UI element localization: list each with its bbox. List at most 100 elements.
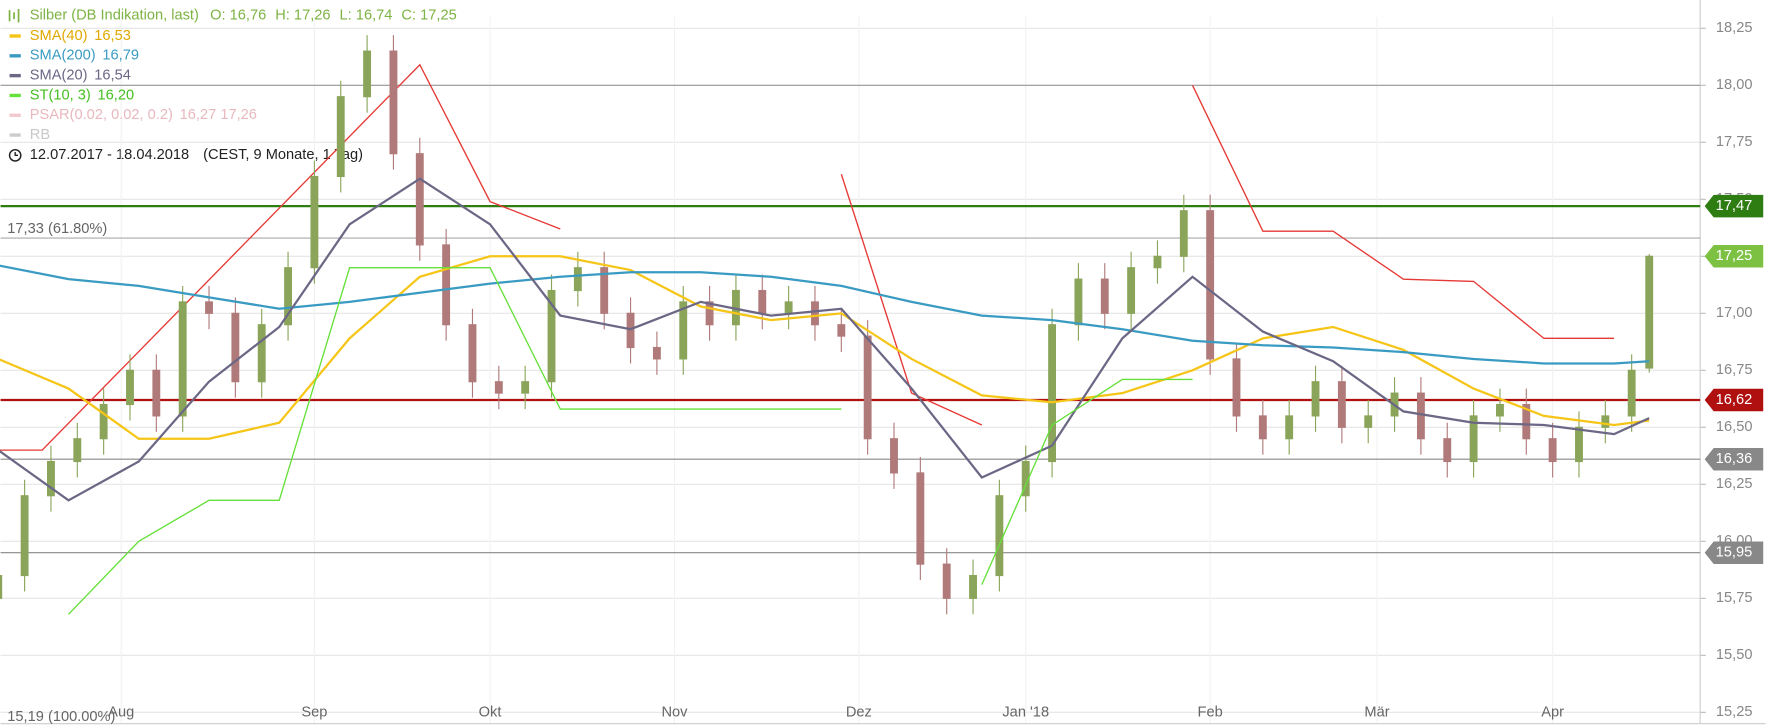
candle-body <box>1127 267 1136 314</box>
candle-body <box>1416 392 1425 440</box>
level-box <box>1704 388 1764 412</box>
candle-body <box>916 472 925 565</box>
candle-body <box>1100 278 1109 314</box>
candle-body <box>231 312 240 383</box>
candle-body <box>1206 210 1215 360</box>
level-label: 17,25 <box>1716 248 1753 264</box>
candle-body <box>1048 324 1057 463</box>
period: 12.07.2017 - 18.04.2018 <box>30 147 189 163</box>
candle-body <box>1645 255 1654 369</box>
candle-body <box>1311 381 1320 417</box>
x-tick-label: Mär <box>1364 704 1389 720</box>
candle-body <box>1601 415 1610 428</box>
clock-icon <box>8 148 22 162</box>
level-note: 15,19 (100.00%) <box>7 709 115 725</box>
ohlc-value: C: 17,25 <box>401 8 456 24</box>
y-tick-label: 17,00 <box>1716 305 1753 321</box>
x-tick-label: Nov <box>661 704 688 720</box>
x-tick-label: Feb <box>1198 704 1223 720</box>
x-tick-label: Apr <box>1541 704 1564 720</box>
x-tick-label: Aug <box>108 704 134 720</box>
level-label: 16,62 <box>1716 392 1753 408</box>
candle-body <box>679 301 688 360</box>
legend-value: 16,54 <box>94 67 131 83</box>
candle-body <box>784 301 793 314</box>
indicator-line <box>0 264 1650 365</box>
candle-body <box>20 495 29 577</box>
ohlc-value: H: 17,26 <box>275 8 330 24</box>
candle-body <box>1179 210 1188 257</box>
candle-body <box>890 438 898 474</box>
candle-body <box>389 50 398 155</box>
candle-body <box>1443 438 1452 463</box>
legend-name: SMA(200) <box>30 48 96 64</box>
candle-body <box>652 346 661 360</box>
x-tick-label: Sep <box>301 704 327 720</box>
candle-body <box>205 301 213 314</box>
candle-body <box>600 267 609 314</box>
candle-body <box>1548 438 1557 463</box>
candle-body <box>969 574 977 599</box>
candle-body <box>468 324 477 383</box>
y-tick-label: 16,50 <box>1716 419 1753 435</box>
x-tick-label: Jan '18 <box>1002 704 1049 720</box>
candle-body <box>1258 415 1267 440</box>
candle-body <box>442 244 451 326</box>
candle-body <box>1575 426 1583 463</box>
legend-name: ST(10, 3) <box>30 87 91 103</box>
candle-body <box>0 574 3 599</box>
level-note: 17,33 (61.80%) <box>7 221 107 237</box>
y-tick-label: 15,25 <box>1716 704 1753 720</box>
candle-body <box>1364 415 1373 428</box>
indicator-line <box>0 255 1650 440</box>
stop-line <box>0 63 1615 451</box>
candle-body <box>73 438 82 463</box>
candle-body <box>863 335 872 440</box>
legend-value: 16,20 <box>98 87 135 103</box>
candle-body <box>284 267 292 326</box>
y-tick-label: 16,25 <box>1716 476 1753 492</box>
candle-body <box>1153 255 1162 269</box>
y-tick-label: 15,75 <box>1716 590 1753 606</box>
level-label: 17,47 <box>1716 198 1753 214</box>
candle-body <box>1337 381 1346 428</box>
level-box <box>1704 541 1764 564</box>
candle-body <box>99 403 108 440</box>
candle-body <box>626 312 635 349</box>
x-tick-label: Dez <box>846 704 872 720</box>
level-box <box>1704 245 1764 268</box>
level-box <box>1704 447 1764 471</box>
candle-body <box>573 267 582 292</box>
candle-body <box>1627 369 1636 417</box>
candle-body <box>995 495 1004 577</box>
candle-body <box>310 175 319 269</box>
candle-body <box>942 563 951 599</box>
level-box <box>1704 194 1764 218</box>
candle-body <box>1522 403 1531 440</box>
candle-icon <box>8 9 20 23</box>
level-label: 15,95 <box>1716 545 1753 561</box>
legend-value: 16,53 <box>94 28 131 44</box>
legend-name: RB <box>30 127 50 143</box>
candle-body <box>257 324 266 383</box>
candle-body <box>494 381 503 394</box>
candle-body <box>47 460 55 497</box>
legend-name: PSAR(0.02, 0.02, 0.2) <box>30 107 173 123</box>
y-tick-label: 17,75 <box>1716 134 1753 150</box>
candle-body <box>837 324 846 337</box>
candle-body <box>152 369 161 417</box>
legend-name: SMA(40) <box>30 28 88 44</box>
y-tick-label: 18,00 <box>1716 77 1753 93</box>
x-tick-label: Okt <box>479 704 502 720</box>
clock-hand <box>14 151 18 157</box>
candle-body <box>178 301 187 417</box>
y-tick-label: 16,75 <box>1716 362 1753 378</box>
candle-body <box>363 50 372 98</box>
legend-name: SMA(20) <box>30 67 88 83</box>
indicator-line <box>0 177 1650 502</box>
candle-body <box>705 301 714 326</box>
candle-body <box>336 96 345 178</box>
